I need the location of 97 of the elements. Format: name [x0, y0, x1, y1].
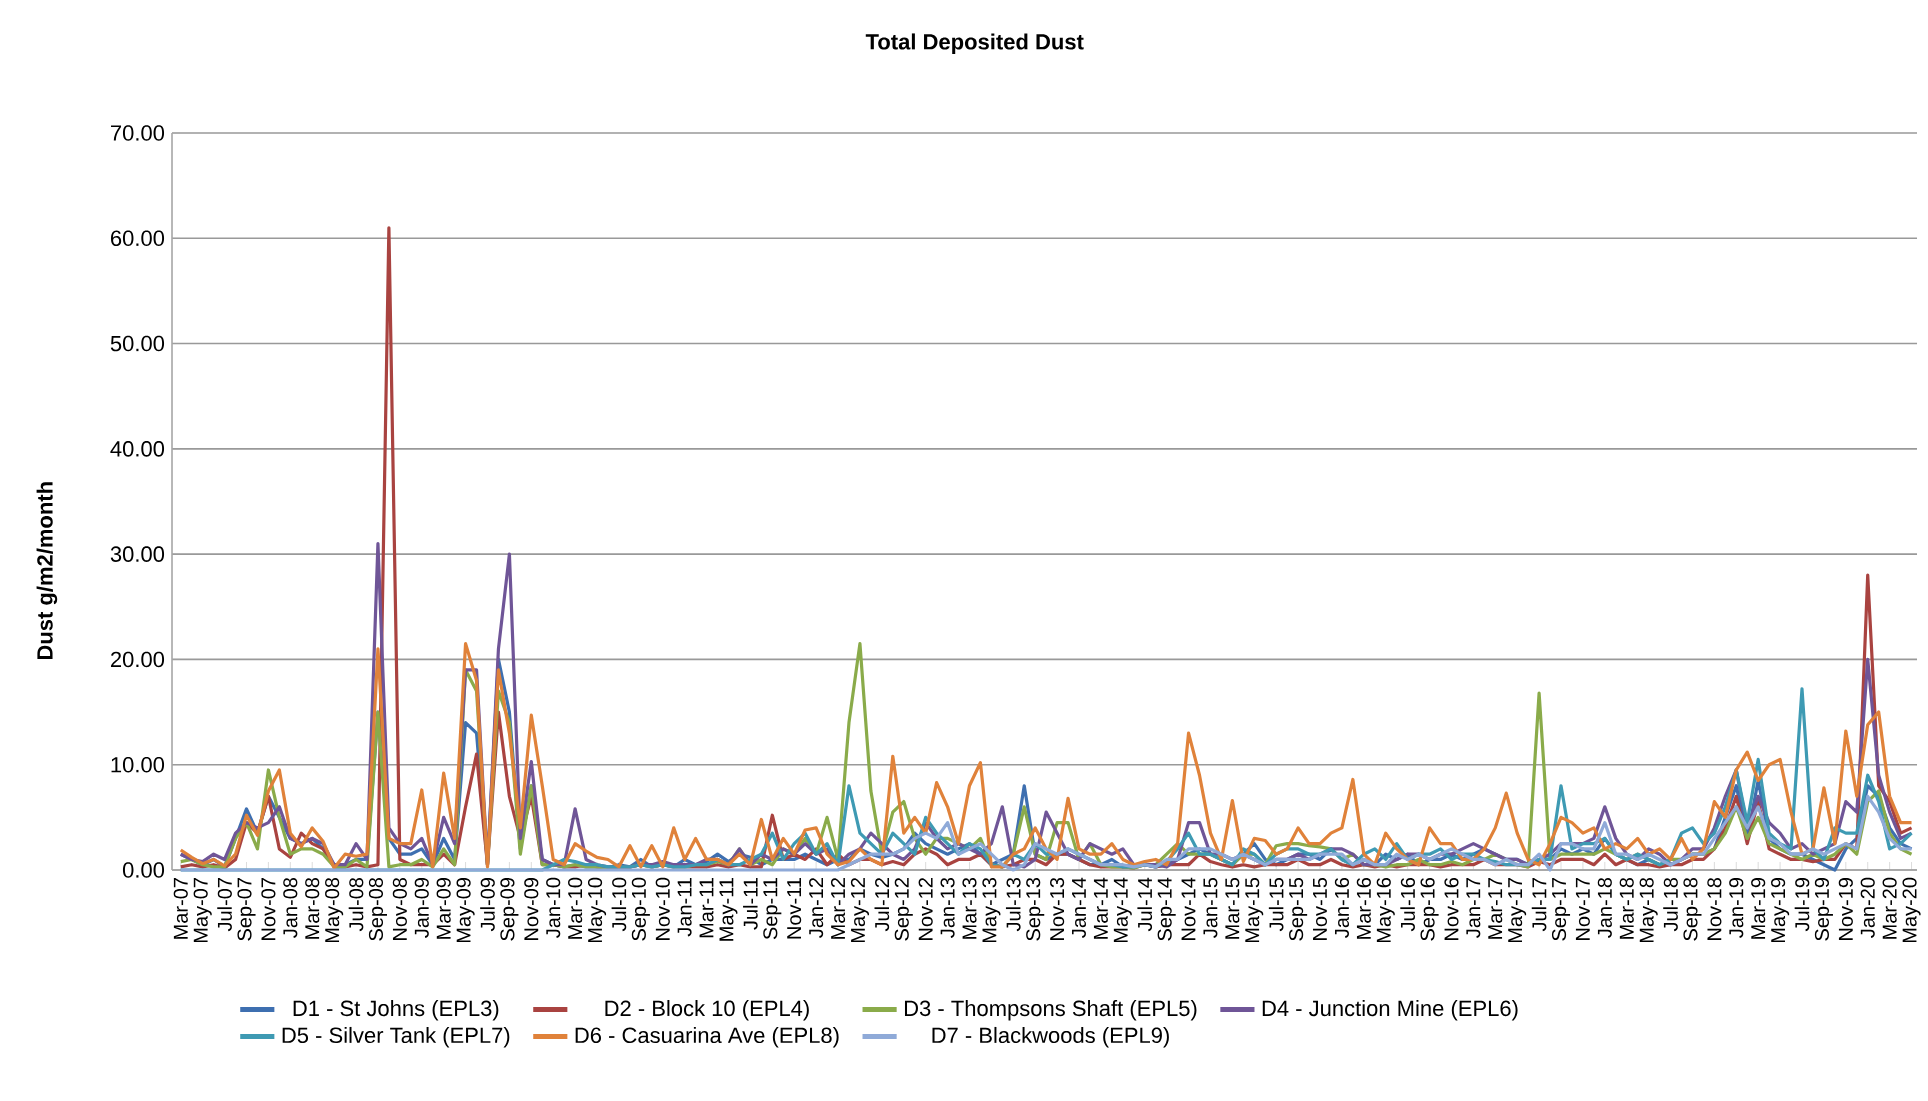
- x-tick-label: Jul-12: [874, 878, 890, 932]
- x-tick-label: Sep-09: [500, 877, 519, 941]
- x-tick-label: Mar-18: [1619, 877, 1634, 939]
- x-tick-label: Nov-17: [1575, 878, 1590, 940]
- y-tick-label: 70.00: [111, 125, 165, 141]
- x-tick-label: Jan-11: [677, 878, 692, 937]
- x-tick-label: Nov-16: [1444, 877, 1459, 940]
- x-tick-label: Jan-10: [546, 877, 561, 938]
- x-tick-label: Nov-10: [655, 877, 670, 940]
- x-tick-label: Sep-07: [237, 878, 256, 941]
- x-tick-label: Sep-13: [1026, 877, 1045, 941]
- x-tick-label: Sep-11: [763, 878, 782, 940]
- x-tick-label: May-10: [587, 877, 607, 943]
- legend-label: D2 - Block 10 (EPL4): [605, 999, 809, 1021]
- x-tick-label: Jan-13: [940, 877, 955, 938]
- x-tick-label: Nov-07: [261, 878, 276, 940]
- y-tick-label: 50.00: [110, 335, 165, 352]
- y-tick-label: 10.00: [111, 756, 165, 773]
- legend-label: D6 - Casuarina Ave (EPL8): [575, 1026, 839, 1048]
- x-tick-label: Sep-18: [1683, 877, 1702, 941]
- x-tick-label: Jan-20: [1860, 877, 1875, 938]
- x-tick-label: Nov-12: [918, 878, 933, 940]
- x-tick-label: Mar-10: [568, 877, 583, 939]
- x-tick-label: Jan-19: [1729, 877, 1744, 938]
- x-tick-label: Sep-08: [368, 877, 387, 941]
- x-tick-label: Jan-12: [809, 878, 824, 938]
- x-tick-label: May-09: [456, 877, 475, 943]
- x-tick-label: Nov-13: [1050, 877, 1065, 940]
- x-tick-label: Mar-08: [305, 877, 320, 939]
- x-tick-label: Jul-11: [743, 878, 758, 930]
- x-tick-label: May-12: [850, 878, 869, 943]
- legend-label: D3 - Thompsons Shaft (EPL5): [904, 999, 1197, 1021]
- x-tick-label: Sep-19: [1814, 877, 1833, 941]
- x-tick-label: Jan-16: [1334, 877, 1349, 938]
- x-tick-label: Jul-07: [217, 878, 232, 932]
- x-tick-label: Mar-14: [1093, 877, 1108, 939]
- x-tick-label: May-14: [1113, 877, 1132, 943]
- x-tick-label: May-07: [193, 878, 212, 943]
- x-tick-label: Mar-09: [436, 877, 451, 939]
- x-tick-label: Nov-11: [787, 878, 802, 939]
- x-tick-label: Jul-15: [1268, 877, 1284, 932]
- y-tick-label: 40.00: [110, 441, 165, 457]
- x-tick-label: Sep-17: [1551, 878, 1571, 941]
- x-tick-label: Mar-07: [173, 878, 188, 939]
- chart-title: Total Deposited Dust: [865, 33, 1084, 54]
- x-tick-label: Jul-13: [1005, 877, 1021, 932]
- x-tick-label: Jan-08: [283, 877, 298, 938]
- x-tick-label: Nov-19: [1838, 877, 1853, 940]
- legend-label: D7 - Blackwoods (EPL9): [932, 1026, 1169, 1048]
- y-tick-label: 0.00: [122, 862, 165, 878]
- y-tick-label: 20.00: [110, 651, 165, 668]
- x-tick-label: May-16: [1376, 877, 1395, 943]
- x-tick-label: Nov-14: [1181, 877, 1196, 940]
- x-tick-label: Jul-17: [1531, 878, 1547, 932]
- x-tick-label: Jan-14: [1072, 877, 1086, 938]
- y-tick-label: 30.00: [110, 546, 165, 562]
- x-tick-label: May-15: [1245, 877, 1264, 943]
- legend-label: D4 - Junction Mine (EPL6): [1262, 999, 1518, 1021]
- x-tick-label: Mar-20: [1882, 877, 1897, 939]
- y-axis-title: Dust g/m2/month: [36, 482, 58, 660]
- x-tick-label: Mar-19: [1751, 877, 1766, 939]
- x-tick-label: Mar-12: [830, 878, 846, 939]
- x-tick-label: May-11: [719, 878, 738, 941]
- x-tick-label: Nov-18: [1707, 877, 1722, 940]
- x-tick-label: Nov-09: [524, 877, 539, 940]
- x-tick-label: Mar-11: [699, 878, 714, 938]
- x-tick-label: Mar-15: [1225, 877, 1240, 939]
- legend-label: D1 - St Johns (EPL3): [293, 999, 499, 1021]
- x-tick-label: Jan-15: [1203, 877, 1218, 938]
- x-tick-label: Sep-12: [894, 878, 913, 941]
- y-tick-label: 60.00: [111, 230, 165, 247]
- x-tick-label: Jul-16: [1400, 877, 1415, 932]
- x-tick-label: Jul-08: [348, 877, 364, 932]
- x-tick-label: Sep-15: [1289, 877, 1308, 941]
- x-tick-label: Nov-08: [392, 877, 407, 940]
- x-tick-label: Mar-16: [1356, 877, 1371, 939]
- x-tick-label: Nov-15: [1313, 877, 1327, 940]
- x-tick-label: May-17: [1508, 878, 1527, 943]
- x-tick-label: May-19: [1771, 877, 1790, 943]
- x-tick-label: Jan-09: [414, 877, 429, 938]
- x-tick-label: Jul-19: [1794, 877, 1810, 932]
- x-tick-label: Jul-10: [611, 877, 627, 932]
- x-tick-label: Mar-13: [962, 877, 977, 939]
- x-tick-label: Jul-18: [1663, 877, 1678, 932]
- legend-label: D5 - Silver Tank (EPL7): [282, 1026, 510, 1048]
- x-tick-label: Mar-17: [1488, 878, 1503, 939]
- x-tick-label: Sep-16: [1420, 877, 1439, 941]
- x-tick-label: Jan-18: [1597, 877, 1612, 938]
- x-tick-label: Sep-10: [631, 877, 650, 941]
- x-tick-label: Sep-14: [1157, 877, 1176, 941]
- x-tick-label: May-20: [1902, 877, 1921, 943]
- x-tick-label: May-18: [1639, 877, 1658, 943]
- x-tick-label: May-13: [982, 877, 1001, 943]
- x-tick-label: Jan-17: [1466, 878, 1481, 938]
- x-tick-label: Jul-14: [1137, 877, 1153, 932]
- x-tick-label: May-08: [325, 877, 344, 943]
- x-tick-label: Jul-09: [480, 877, 495, 932]
